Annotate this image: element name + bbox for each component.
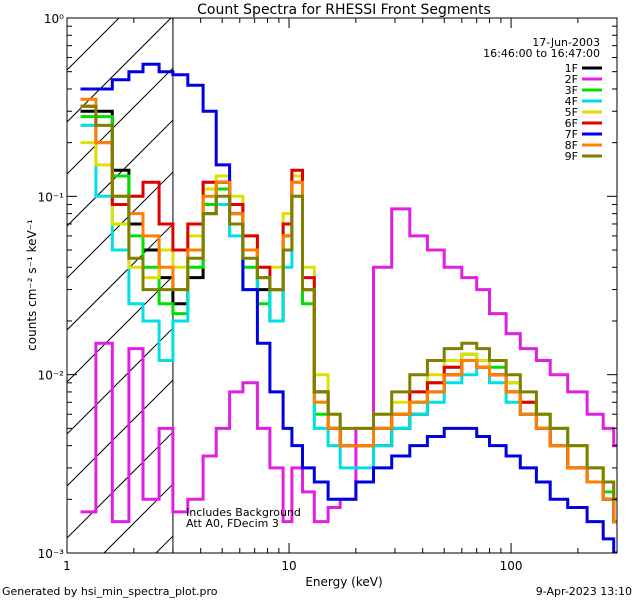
series-2F-line [80,207,617,524]
legend-label: 5F [565,106,578,119]
hatch-line [66,119,174,227]
hatch-line [66,67,174,175]
time-range-label: 16:46:00 to 16:47:00 [483,47,600,60]
legend-label: 1F [565,62,578,75]
hatch-line [66,327,174,435]
annotation-background: Includes Background [186,506,301,519]
series-4F-line [80,123,617,524]
chart-title: Count Spectra for RHESSI Front Segments [197,2,491,18]
generated-by-footer: Generated by hsi_min_spectra_plot.pro [2,585,218,598]
series-1F-line [80,109,617,524]
legend-label: 7F [565,128,578,141]
hatch-line [155,535,174,554]
x-tick-label: 10 [281,559,296,573]
series-7F-line [80,62,617,553]
hatch-line [66,431,174,539]
axis-ticks [66,17,618,554]
legend-label: 9F [565,150,578,163]
hatch-line [66,17,172,123]
legend-label: 2F [565,73,578,86]
legend-label: 8F [565,139,578,152]
hatch-line [66,275,174,383]
legend-label: 4F [565,95,578,108]
hatch-line [66,379,174,487]
y-tick-label: 10⁰ [44,12,64,26]
x-tick-label: 100 [500,559,523,573]
y-tick-label: 10⁻¹ [38,190,65,204]
legend-label: 6F [565,117,578,130]
legend-label: 3F [565,84,578,97]
series-3F-line [80,115,617,524]
y-axis-label: counts cm⁻² s⁻¹ keV⁻¹ [25,219,39,351]
hatch-line [66,223,174,331]
timestamp-footer: 9-Apr-2023 13:10 [535,585,632,598]
y-tick-label: 10⁻² [38,369,65,383]
hatch-line [66,17,120,71]
x-axis-label: Energy (keV) [305,575,382,589]
series-9F-line [80,104,617,501]
series-layer [80,62,617,553]
series-6F-line [80,104,617,524]
hatch-line [103,483,174,554]
plot-frame [66,17,618,554]
date-label: 17-Jun-2003 [532,36,600,49]
x-tick-label: 1 [63,559,71,573]
series-8F-line [80,97,617,524]
y-tick-label: 10⁻³ [38,547,65,561]
annotation-attenuator: Att A0, FDecim 3 [186,517,279,530]
